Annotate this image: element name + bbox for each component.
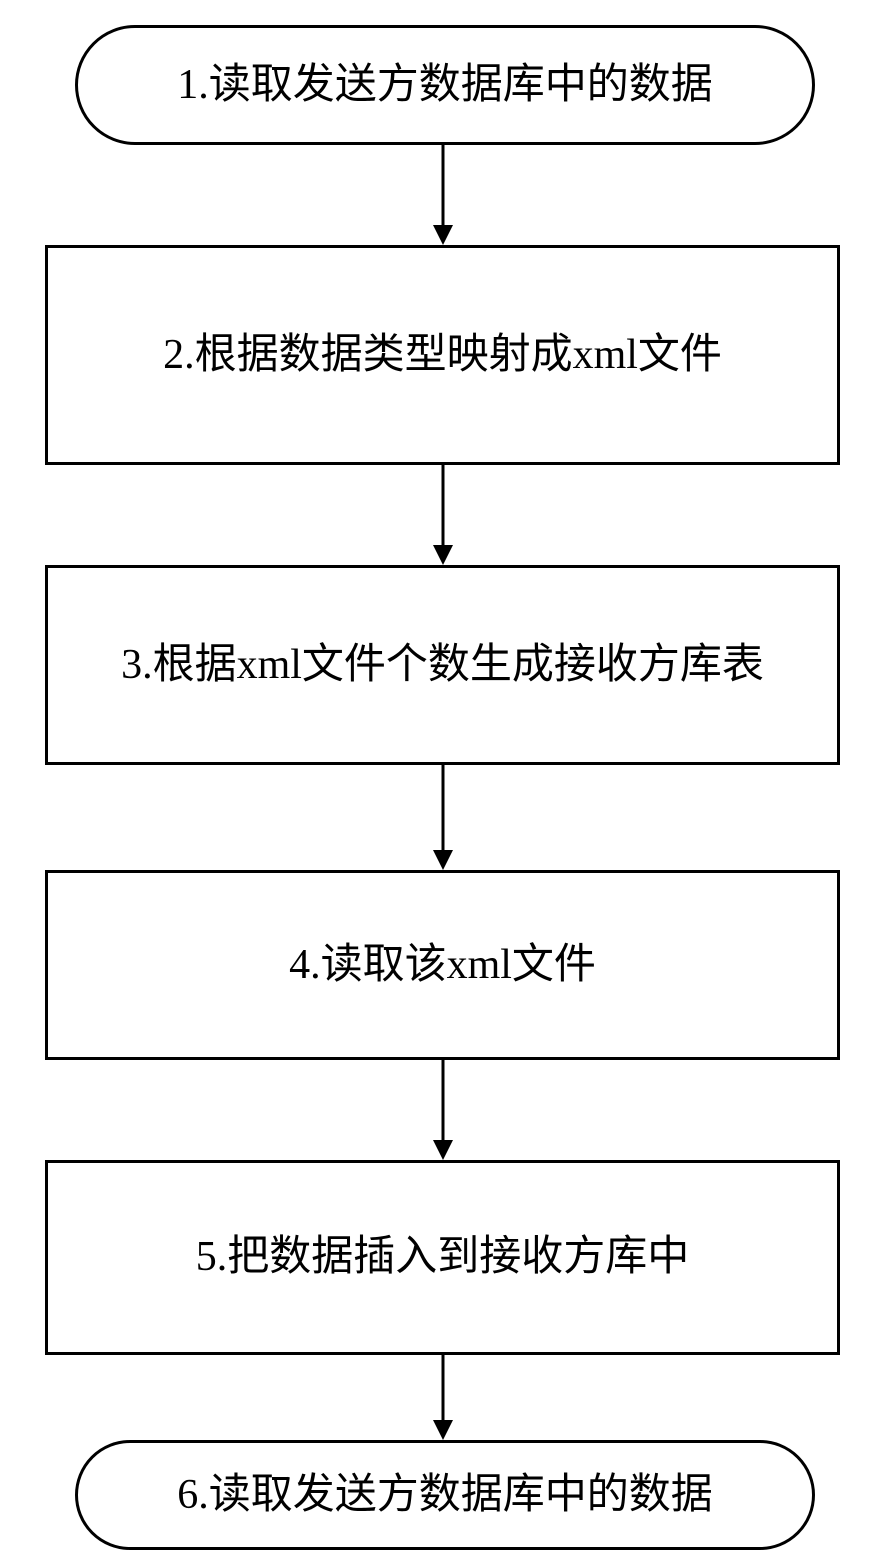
- flow-node-start: 1.读取发送方数据库中的数据: [75, 25, 815, 145]
- flow-node-label: 4.读取该xml文件: [289, 940, 596, 990]
- flow-node-label: 3.根据xml文件个数生成接收方库表: [121, 640, 764, 690]
- flow-node-label: 5.把数据插入到接收方库中: [196, 1232, 690, 1282]
- flow-node-label: 1.读取发送方数据库中的数据: [177, 60, 713, 110]
- flow-edge: [423, 1355, 463, 1440]
- flow-edge: [423, 1060, 463, 1160]
- flow-node-end: 6.读取发送方数据库中的数据: [75, 1440, 815, 1550]
- flow-node-process: 3.根据xml文件个数生成接收方库表: [45, 565, 840, 765]
- flow-edge: [423, 465, 463, 565]
- flow-node-process: 5.把数据插入到接收方库中: [45, 1160, 840, 1355]
- flow-node-process: 4.读取该xml文件: [45, 870, 840, 1060]
- flow-edge: [423, 765, 463, 870]
- flow-node-process: 2.根据数据类型映射成xml文件: [45, 245, 840, 465]
- flow-node-label: 2.根据数据类型映射成xml文件: [163, 330, 722, 380]
- flow-edge: [423, 145, 463, 245]
- flow-node-label: 6.读取发送方数据库中的数据: [177, 1470, 713, 1520]
- flowchart-canvas: 1.读取发送方数据库中的数据 2.根据数据类型映射成xml文件 3.根据xml文…: [0, 0, 891, 1567]
